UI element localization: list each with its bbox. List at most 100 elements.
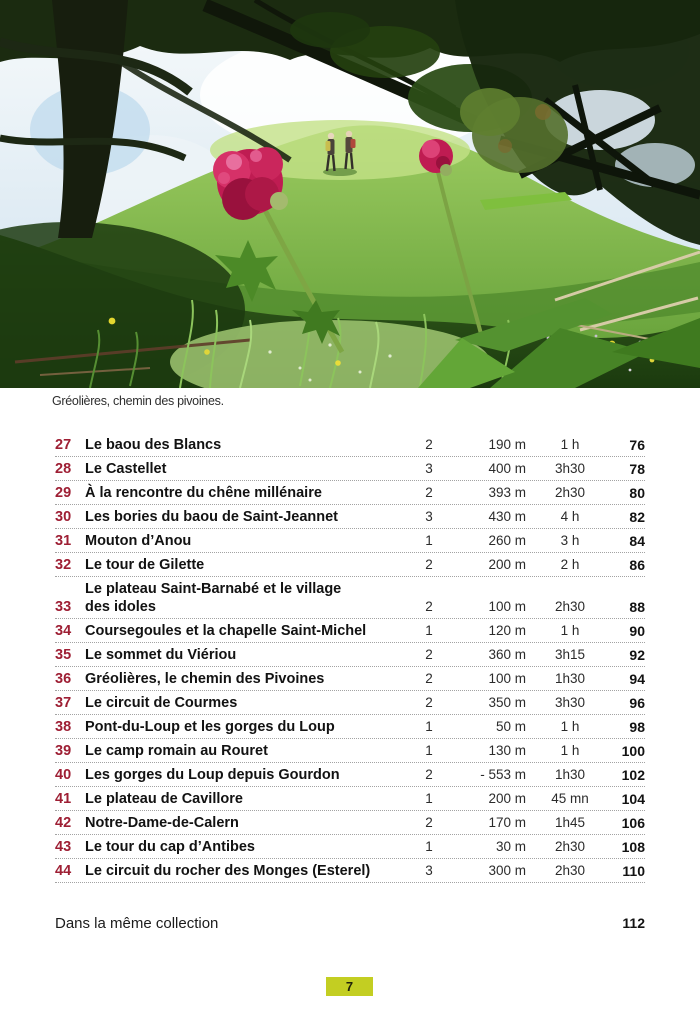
hike-difficulty: 2 <box>425 671 433 686</box>
hike-page: 106 <box>621 815 645 831</box>
hike-duration: 2h30 <box>554 599 586 614</box>
page-number: 7 <box>345 979 354 994</box>
hike-page: 88 <box>629 599 645 615</box>
hike-elevation: 300 m <box>488 863 526 878</box>
table-row: 41 Le plateau de Cavillore 1 200 m 45 mn… <box>55 787 645 811</box>
hike-page: 90 <box>629 623 645 639</box>
hike-page: 84 <box>629 533 645 549</box>
hike-duration: 2h30 <box>554 485 586 500</box>
hike-elevation: 190 m <box>488 437 526 452</box>
hike-duration: 3h30 <box>554 695 586 710</box>
hike-number: 43 <box>55 839 72 855</box>
hike-number: 39 <box>55 743 72 759</box>
table-row: 37 Le circuit de Courmes 2 350 m 3h30 96 <box>55 691 645 715</box>
table-row: 34 Coursegoules et la chapelle Saint-Mic… <box>55 619 645 643</box>
hike-elevation: 100 m <box>488 671 526 686</box>
hike-page: 76 <box>629 437 645 453</box>
cover-photo <box>0 0 700 388</box>
table-row: 30 Les bories du baou de Saint-Jeannet 3… <box>55 505 645 529</box>
hike-duration: 3h15 <box>554 647 586 662</box>
hike-difficulty: 2 <box>425 437 433 452</box>
hike-elevation: 200 m <box>488 791 526 806</box>
hike-number: 36 <box>55 671 72 687</box>
hike-duration: 1 h <box>560 437 580 452</box>
hike-number: 27 <box>55 437 72 453</box>
hike-name: Le plateau de Cavillore <box>85 791 243 807</box>
hike-number: 44 <box>55 863 72 879</box>
table-row: 38 Pont-du-Loup et les gorges du Loup 1 … <box>55 715 645 739</box>
hike-page: 96 <box>629 695 645 711</box>
hike-name: Le circuit de Courmes <box>85 695 238 711</box>
hike-name: Le baou des Blancs <box>85 437 222 453</box>
hike-difficulty: 2 <box>425 767 433 782</box>
hike-name: Pont-du-Loup et les gorges du Loup <box>85 719 335 735</box>
cover-photo-illustration <box>0 0 700 388</box>
hike-page: 82 <box>629 509 645 525</box>
hike-duration: 3h30 <box>554 461 586 476</box>
hike-page: 100 <box>621 743 645 759</box>
hike-name: Le circuit du rocher des Monges (Esterel… <box>85 863 371 879</box>
table-row: 31 Mouton d’Anou 1 260 m 3 h 84 <box>55 529 645 553</box>
hike-duration: 1 h <box>560 743 580 758</box>
table-row: 39 Le camp romain au Rouret 1 130 m 1 h … <box>55 739 645 763</box>
peony-right <box>418 139 700 388</box>
hike-page: 110 <box>622 863 645 879</box>
hike-page: 92 <box>629 647 645 663</box>
hike-elevation: 130 m <box>488 743 526 758</box>
table-row: 35 Le sommet du Viériou 2 360 m 3h15 92 <box>55 643 645 667</box>
hike-name: Le sommet du Viériou <box>85 647 237 663</box>
hike-number: 31 <box>55 533 72 549</box>
hike-number: 38 <box>55 719 72 735</box>
hike-elevation: 100 m <box>488 599 526 614</box>
hikers <box>323 130 357 176</box>
table-row: 27 Le baou des Blancs 2 190 m 1 h 76 <box>55 433 645 457</box>
hike-name: Le tour du cap d’Antibes <box>85 839 255 855</box>
foreground-meadow <box>0 222 700 388</box>
hike-name: Mouton d’Anou <box>85 533 192 549</box>
hike-difficulty: 1 <box>425 623 433 638</box>
hike-duration: 2h30 <box>554 863 586 878</box>
hike-difficulty: 2 <box>425 557 433 572</box>
hike-duration: 1h45 <box>554 815 586 830</box>
hike-number: 33 <box>55 599 72 615</box>
page-number-badge: 7 <box>326 977 373 996</box>
hike-elevation: 400 m <box>488 461 526 476</box>
table-row: 28 Le Castellet 3 400 m 3h30 78 <box>55 457 645 481</box>
hike-difficulty: 3 <box>425 461 433 476</box>
hike-name: À la rencontre du chêne millénaire <box>85 485 322 501</box>
hike-number: 34 <box>55 623 72 639</box>
table-row: 32 Le tour de Gilette 2 200 m 2 h 86 <box>55 553 645 577</box>
hike-difficulty: 1 <box>425 791 433 806</box>
hike-name: Le tour de Gilette <box>85 557 205 573</box>
collection-page: 112 <box>622 915 645 931</box>
hike-duration: 2h30 <box>554 839 586 854</box>
hike-number: 41 <box>55 791 72 807</box>
hike-elevation: 200 m <box>488 557 526 572</box>
hike-page: 78 <box>629 461 645 477</box>
hike-name: Gréolières, le chemin des Pivoines <box>85 671 325 687</box>
hike-number: 37 <box>55 695 72 711</box>
hike-elevation: 120 m <box>488 623 526 638</box>
hike-duration: 45 mn <box>551 791 589 806</box>
hike-duration: 1 h <box>560 623 580 638</box>
hike-number: 32 <box>55 557 72 573</box>
hike-elevation: 430 m <box>488 509 526 524</box>
hike-duration: 1h30 <box>554 671 586 686</box>
hike-elevation: 170 m <box>488 815 526 830</box>
hike-number: 30 <box>55 509 72 525</box>
hike-elevation: 350 m <box>488 695 526 710</box>
table-row: 43 Le tour du cap d’Antibes 1 30 m 2h30 … <box>55 835 645 859</box>
hike-page: 98 <box>629 719 645 735</box>
hike-number: 40 <box>55 767 72 783</box>
hike-page: 86 <box>629 557 645 573</box>
hike-duration: 4 h <box>560 509 580 524</box>
hike-number: 29 <box>55 485 72 501</box>
table-row: 36 Gréolières, le chemin des Pivoines 2 … <box>55 667 645 691</box>
photo-caption: Gréolières, chemin des pivoines. <box>52 394 224 408</box>
hike-difficulty: 2 <box>425 695 433 710</box>
table-row: 33 Le plateau Saint-Barnabé et le villag… <box>55 577 645 619</box>
hike-name: Le plateau Saint-Barnabé et le village d… <box>85 581 342 615</box>
hike-page: 80 <box>629 485 645 501</box>
toc-table: 27 Le baou des Blancs 2 190 m 1 h 76 28 … <box>55 433 645 883</box>
hike-difficulty: 2 <box>425 815 433 830</box>
